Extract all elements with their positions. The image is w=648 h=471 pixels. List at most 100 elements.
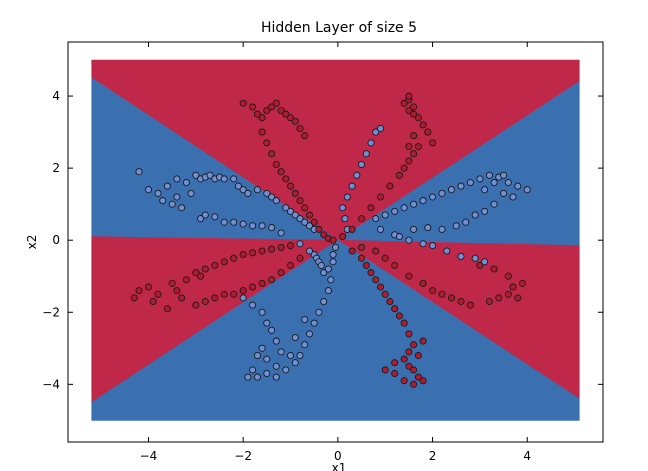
data-point-class-1-56 (239, 287, 247, 295)
data-point-class-0-80 (286, 351, 295, 360)
data-point-class-0-58 (268, 326, 276, 334)
data-point-class-1-60 (277, 269, 285, 277)
data-point-class-0-23 (263, 189, 271, 197)
data-point-class-0-0 (135, 168, 143, 176)
data-point-class-0-132 (410, 225, 418, 233)
data-point-class-1-8 (282, 110, 290, 118)
data-point-class-1-32 (149, 297, 157, 306)
data-point-class-1-20 (291, 189, 299, 197)
data-point-class-0-78 (324, 287, 332, 295)
data-point-class-0-114 (476, 175, 484, 183)
data-point-class-1-86 (348, 247, 356, 255)
data-point-class-1-80 (348, 225, 356, 233)
data-point-class-0-63 (258, 344, 266, 352)
data-point-class-1-121 (504, 290, 512, 298)
data-point-class-0-34 (201, 211, 209, 219)
data-point-class-0-103 (372, 215, 380, 223)
data-point-class-0-37 (230, 218, 238, 226)
data-point-class-1-47 (258, 247, 266, 255)
data-point-class-0-64 (253, 351, 261, 360)
data-point-class-0-115 (485, 171, 493, 179)
data-point-class-1-110 (414, 351, 422, 360)
data-point-class-0-104 (381, 211, 389, 219)
data-point-class-1-31 (144, 283, 153, 291)
data-point-class-0-123 (490, 200, 498, 208)
data-point-class-1-2 (253, 110, 261, 118)
data-point-class-0-70 (282, 366, 290, 374)
data-point-class-0-22 (253, 186, 261, 194)
plot-area: −4 −2 0 2 4 −4 −2 0 2 4 (42, 41, 604, 463)
scatter-points (130, 92, 531, 388)
data-point-class-1-88 (362, 261, 370, 269)
data-point-class-0-131 (424, 224, 432, 232)
data-point-class-1-64 (405, 106, 413, 115)
y-axis-label: x2 (25, 235, 39, 250)
data-point-class-1-127 (476, 261, 484, 269)
data-point-class-0-20 (239, 186, 247, 194)
data-point-class-1-112 (405, 272, 413, 280)
data-point-class-1-67 (405, 92, 413, 100)
data-point-class-1-35 (168, 279, 176, 287)
data-point-class-1-117 (457, 297, 465, 306)
data-point-class-0-27 (286, 207, 295, 215)
data-point-class-0-52 (329, 251, 337, 259)
data-point-class-1-83 (429, 139, 437, 147)
data-point-class-1-102 (410, 366, 418, 374)
data-point-class-1-131 (391, 261, 399, 269)
data-point-class-0-96 (405, 236, 413, 244)
data-point-class-1-24 (310, 218, 318, 226)
data-point-class-0-1 (144, 186, 153, 194)
x-axis-label: x1 (332, 461, 347, 471)
data-point-class-1-15 (268, 150, 276, 158)
data-point-class-1-111 (419, 337, 427, 345)
data-point-class-1-97 (405, 330, 413, 338)
data-point-class-0-112 (457, 182, 465, 190)
data-point-class-0-79 (327, 276, 335, 284)
data-point-class-1-74 (400, 164, 408, 172)
data-point-class-1-123 (514, 294, 522, 302)
data-point-class-0-68 (263, 369, 271, 378)
data-point-class-1-17 (277, 168, 285, 176)
data-point-class-0-126 (500, 189, 508, 197)
data-point-class-0-31 (305, 222, 314, 230)
data-point-class-1-43 (220, 258, 228, 266)
data-point-class-1-69 (414, 114, 422, 122)
data-point-class-0-84 (348, 182, 356, 190)
data-point-class-1-6 (272, 99, 280, 107)
data-point-class-1-124 (518, 279, 527, 287)
data-point-class-1-23 (305, 211, 314, 219)
data-point-class-1-90 (372, 276, 380, 284)
data-point-class-0-83 (343, 193, 351, 201)
data-point-class-0-38 (239, 220, 247, 228)
data-point-class-0-39 (249, 222, 257, 230)
data-point-class-1-72 (410, 150, 418, 158)
data-point-class-1-109 (391, 359, 399, 367)
data-point-class-1-65 (410, 110, 418, 118)
data-point-class-0-106 (400, 204, 408, 212)
axes-frame (67, 41, 604, 443)
data-point-class-1-82 (424, 128, 432, 136)
data-point-class-1-45 (239, 251, 247, 259)
data-point-class-0-108 (419, 197, 427, 205)
data-point-class-1-4 (263, 106, 271, 115)
data-point-class-0-30 (301, 218, 309, 226)
data-point-class-1-53 (211, 294, 219, 302)
data-point-class-0-133 (395, 233, 403, 241)
decision-region-5 (91, 239, 580, 421)
data-point-class-0-119 (523, 186, 531, 194)
data-point-class-1-33 (154, 290, 162, 298)
data-point-class-1-21 (296, 197, 304, 205)
data-point-class-1-49 (277, 243, 285, 251)
data-point-class-0-100 (457, 252, 465, 260)
data-point-class-1-18 (282, 175, 290, 183)
data-point-class-0-33 (197, 215, 205, 223)
data-point-class-0-4 (163, 182, 171, 190)
data-point-class-0-125 (471, 211, 479, 219)
data-point-class-0-40 (258, 222, 266, 230)
data-point-class-0-124 (481, 207, 489, 215)
data-point-class-0-92 (341, 215, 349, 223)
data-point-class-0-67 (253, 373, 261, 381)
data-point-class-0-18 (230, 175, 238, 183)
data-point-class-1-128 (357, 243, 366, 251)
data-point-class-0-57 (263, 319, 271, 327)
